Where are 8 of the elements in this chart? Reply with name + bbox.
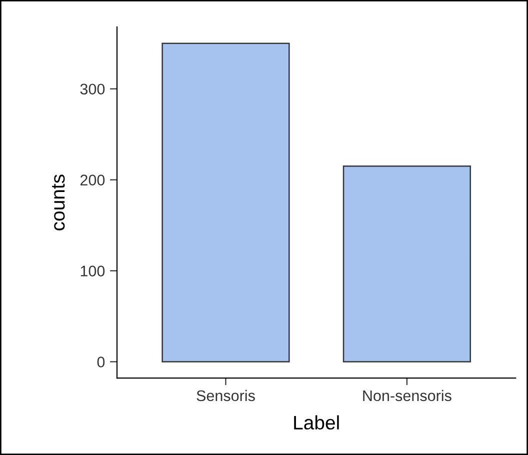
x-tick-label: Sensoris	[196, 390, 255, 402]
y-tick-label: 100	[80, 266, 105, 276]
y-tick-label: 300	[80, 84, 105, 95]
x-axis-title: Label	[294, 415, 339, 430]
y-tick-label: 200	[80, 174, 105, 186]
y-tick-label: 0	[97, 356, 105, 368]
y-axis-title: counts	[52, 174, 65, 230]
x-tick-label: Non-sensoris	[363, 390, 452, 402]
